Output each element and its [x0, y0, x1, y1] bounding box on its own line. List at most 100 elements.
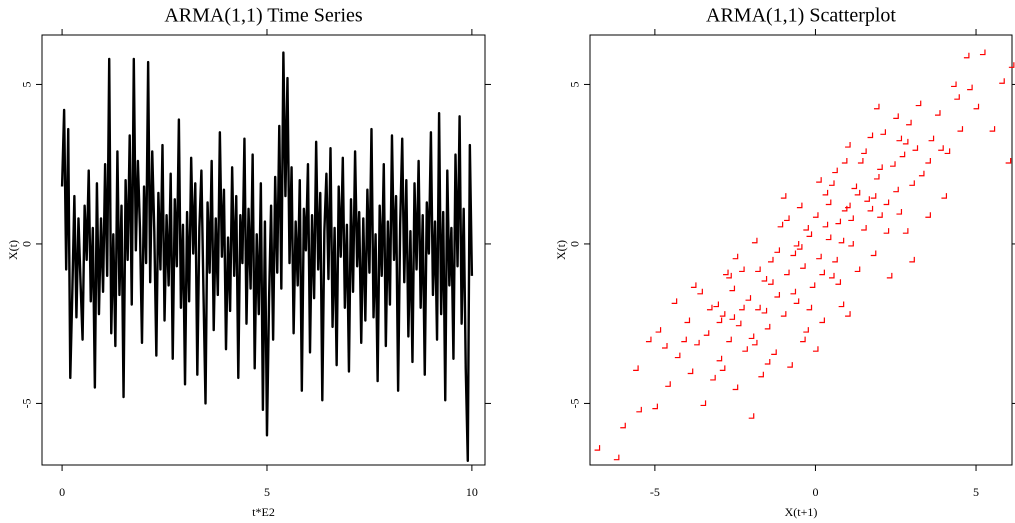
scatter-point: [800, 263, 806, 269]
scatter-point: [967, 84, 973, 91]
scatter-point: [784, 269, 790, 276]
scatter-point: [774, 291, 781, 298]
scatter-point: [867, 205, 874, 212]
scatter-point: [902, 228, 909, 234]
scatter-point: [819, 269, 825, 276]
scatter-point: [726, 272, 732, 279]
scatter-point: [735, 320, 742, 327]
scatter-point: [684, 317, 691, 324]
scatter-point: [652, 403, 658, 410]
scatter-point: [697, 288, 703, 295]
scatter-point: [848, 240, 854, 247]
scatter-point: [694, 339, 700, 346]
scatter-point: [832, 256, 838, 263]
scatter-point: [739, 304, 745, 311]
scatter-point: [645, 336, 652, 343]
x-tick-label: 5: [264, 485, 270, 499]
series-line: [60, 51, 474, 463]
scatter-point: [780, 311, 787, 317]
scatter-point: [751, 237, 758, 244]
scatter-point: [700, 400, 707, 407]
scatter-point: [880, 129, 886, 135]
scatter-point: [899, 151, 906, 158]
scatter-point: [963, 52, 970, 59]
scatter-point: [954, 94, 960, 100]
scatter-point: [951, 81, 957, 88]
scatter-point: [829, 180, 835, 186]
scatter-point: [739, 266, 745, 273]
scatter-point: [809, 282, 816, 289]
scatter-point: [755, 304, 761, 311]
scatter-point: [848, 215, 854, 222]
scatter-point: [851, 183, 858, 190]
y-tick-label: 5: [20, 81, 34, 87]
scatter-point: [825, 234, 832, 241]
y-tick-label: 0: [568, 241, 582, 247]
scatter-point: [732, 253, 739, 260]
scatter-point: [822, 221, 829, 228]
scatter-point: [854, 189, 861, 196]
scatter-point: [906, 119, 912, 126]
scatter-point: [719, 311, 726, 317]
scatter-point: [861, 224, 867, 231]
y-tick-label: -5: [20, 398, 34, 408]
x-tick-label: 0: [59, 485, 65, 499]
scatter-point: [909, 256, 915, 263]
x-tick-label: 5: [973, 485, 979, 499]
scatter-point: [877, 164, 883, 170]
scatter-point: [812, 346, 819, 352]
y-axis-label: X(t): [6, 240, 20, 260]
scatter-point: [716, 355, 723, 362]
scatter-point: [713, 301, 719, 308]
scatter-point: [703, 330, 710, 336]
scatter-point: [912, 145, 919, 151]
scatter-point: [742, 346, 748, 352]
scatter-point: [838, 237, 845, 244]
scatter-point: [758, 371, 764, 378]
scatter-point: [761, 276, 768, 282]
x-tick-label: 0: [812, 485, 818, 499]
chart-title: ARMA(1,1) Scatterplot: [706, 5, 896, 27]
scatter-point: [790, 250, 797, 257]
scatter-point: [767, 279, 774, 285]
scatter-point: [761, 307, 768, 314]
scatter-point: [674, 352, 681, 359]
scatter-point: [690, 282, 697, 289]
scatter-point: [784, 215, 790, 222]
scatter-point: [671, 298, 678, 304]
scatter-point: [845, 202, 851, 209]
scatter-point: [800, 336, 806, 343]
scatter-point: [877, 212, 883, 218]
scatter-point: [941, 193, 948, 199]
scatter-point: [793, 240, 800, 247]
scatter-point: [748, 413, 755, 419]
scatter-point: [883, 199, 890, 206]
scatter-point: [665, 381, 671, 387]
scatter-point: [845, 142, 851, 148]
scatter-point: [764, 323, 771, 330]
scatter-point: [767, 256, 774, 263]
scatter-point: [870, 250, 877, 257]
scatter-point: [613, 454, 620, 461]
scatter-point: [716, 317, 723, 324]
scatter-point: [893, 113, 899, 119]
x-tick-label: -5: [650, 485, 660, 499]
scatter-point: [902, 138, 909, 145]
scatter-point: [687, 368, 694, 375]
scatter-point: [719, 365, 726, 371]
scatter-point: [594, 445, 601, 451]
scatter-point: [925, 158, 931, 164]
scatter-point: [706, 304, 713, 311]
scatter-point: [832, 167, 838, 174]
x-axis-label: t*E2: [252, 505, 275, 519]
scatter-point: [729, 314, 736, 320]
scatter-point: [999, 78, 1005, 84]
scatter-point: [774, 247, 781, 253]
scatter-point: [633, 365, 639, 371]
y-tick-label: 0: [20, 241, 34, 247]
scatter-point: [934, 110, 941, 116]
scatter-point: [864, 196, 870, 202]
scatter-point: [944, 148, 951, 155]
